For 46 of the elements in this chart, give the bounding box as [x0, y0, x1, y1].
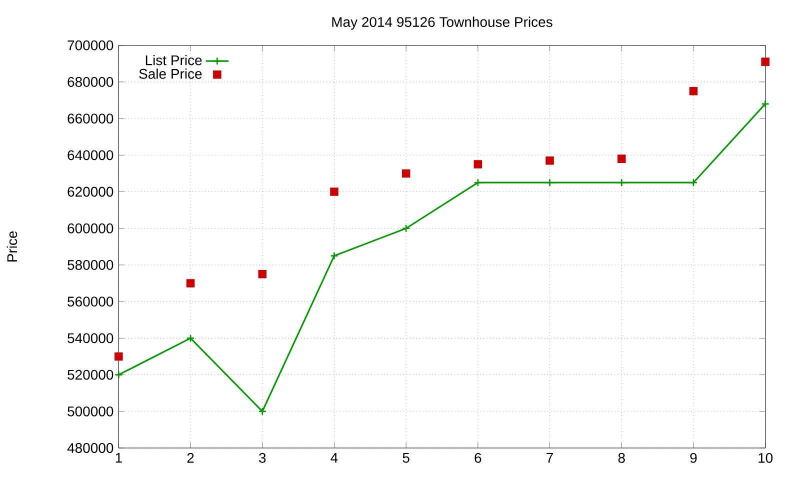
y-axis-title: Price [6, 231, 18, 262]
y-tick-label: 580000 [68, 260, 114, 270]
point [258, 407, 267, 416]
point [114, 370, 123, 379]
y-tick-label: 660000 [68, 114, 114, 124]
y-tick-label: 560000 [68, 296, 114, 307]
y-tick-label: 600000 [68, 223, 114, 234]
point [330, 252, 338, 260]
point [186, 334, 195, 342]
point [546, 178, 554, 187]
y-tick-label: 480000 [67, 443, 114, 453]
point [402, 169, 410, 178]
y-tick-label: 540000 [68, 333, 114, 344]
x-tick-label: 8 [618, 452, 625, 463]
x-tick-label: 3 [259, 452, 266, 463]
y-tick-label: 520000 [68, 370, 114, 380]
point [761, 100, 770, 108]
x-tick-label: 9 [690, 452, 697, 463]
y-tick-label: 620000 [68, 186, 114, 197]
x-tick-label: 4 [330, 452, 338, 463]
point [330, 188, 338, 196]
point [617, 154, 626, 163]
point [186, 279, 195, 288]
y-tick-label: 700000 [68, 40, 114, 50]
legend-label: Sale Price [139, 68, 202, 79]
x-tick-label: 1 [116, 452, 122, 463]
x-tick-label: 5 [402, 452, 410, 463]
point [689, 178, 698, 187]
y-tick-label: 500000 [68, 406, 114, 416]
point [474, 160, 482, 168]
point [546, 156, 554, 165]
point [761, 58, 770, 66]
point [689, 86, 698, 96]
point [114, 352, 123, 361]
point [474, 178, 482, 187]
point [258, 270, 267, 278]
legend-label: List Price [146, 54, 202, 66]
point [617, 178, 626, 187]
y-tick-label: 680000 [68, 76, 114, 87]
x-tick-label: 2 [187, 452, 194, 463]
x-tick-label: 10 [758, 452, 773, 463]
x-tick-label: 7 [546, 452, 553, 463]
chart-title: May 2014 95126 Townhouse Prices [332, 16, 552, 30]
x-tick-label: 6 [474, 452, 482, 463]
y-tick-label: 640000 [68, 150, 114, 160]
point [402, 224, 410, 232]
